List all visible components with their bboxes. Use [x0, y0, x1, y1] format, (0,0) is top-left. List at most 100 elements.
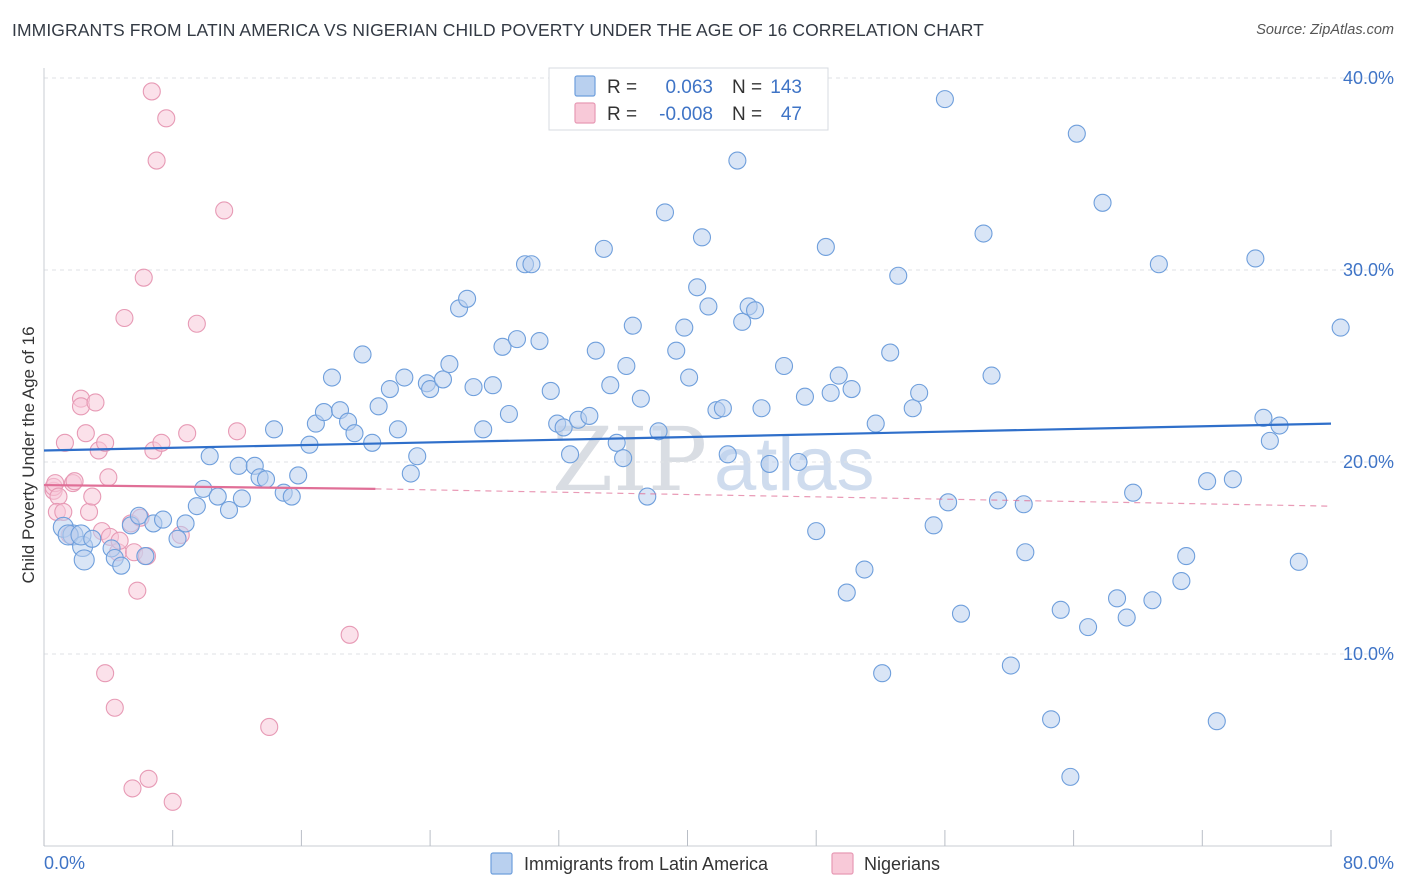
- latin-america-point-12: [136, 547, 155, 566]
- legend-r-value-2: -0.008: [659, 104, 713, 125]
- latin-america-point-66: [580, 406, 599, 425]
- latin-america-point-70: [607, 433, 626, 452]
- latin-america-point-140: [1331, 318, 1350, 337]
- latin-america-point-27: [265, 420, 284, 439]
- correlation-legend: R = 0.063 N = 143 R = -0.008 N = 47: [548, 67, 829, 131]
- nigerians-point-27: [123, 779, 142, 798]
- nigerians-point-33: [139, 769, 158, 788]
- latin-america-point-49: [440, 355, 459, 374]
- latin-america-point-69: [601, 376, 620, 395]
- latin-america-point-43: [395, 368, 414, 387]
- latin-america-point-107: [903, 399, 922, 418]
- latin-america-point-134: [1223, 470, 1242, 489]
- latin-america-point-17: [187, 497, 206, 516]
- nigerians-trend-line-dashed: [375, 488, 1332, 507]
- latin-america-point-22: [229, 456, 248, 475]
- latin-america-point-121: [1061, 767, 1080, 786]
- y-tick-labels: 10.0% 20.0% 30.0% 40.0%: [1343, 68, 1394, 664]
- latin-america-point-83: [699, 297, 718, 316]
- x-ticks: [43, 830, 1332, 846]
- nigerians-point-13: [79, 502, 99, 521]
- legend-n-label-1: N =: [732, 77, 762, 98]
- latin-america-point-16: [176, 514, 195, 533]
- y-axis-label: Child Poverty Under the Age of 16: [19, 326, 38, 583]
- latin-america-point-77: [655, 203, 675, 222]
- latin-america-point-47: [421, 379, 440, 399]
- y-tick-label-30: 30.0%: [1343, 260, 1394, 280]
- nigerians-point-29: [128, 581, 147, 600]
- nigerians-point-36: [147, 151, 166, 170]
- latin-america-point-139: [1289, 552, 1308, 571]
- latin-america-point-57: [507, 330, 527, 349]
- nigerians-point-34: [142, 82, 161, 101]
- latin-america-point-108: [910, 383, 929, 402]
- latin-america-point-92: [760, 454, 779, 473]
- chart-source: Source: ZipAtlas.com: [1256, 22, 1394, 38]
- chart-title: IMMIGRANTS FROM LATIN AMERICA VS NIGERIA…: [12, 20, 984, 40]
- latin-america-point-15: [168, 529, 187, 548]
- latin-america-point-56: [499, 404, 518, 424]
- nigerians-point-22: [105, 698, 124, 717]
- latin-america-point-55: [493, 337, 512, 356]
- latin-america-point-136: [1254, 408, 1273, 427]
- latin-america-point-96: [807, 522, 826, 541]
- latin-america-point-54: [483, 376, 502, 395]
- latin-america-point-104: [873, 664, 892, 683]
- latin-america-point-78: [667, 341, 686, 360]
- latin-america-point-59: [522, 255, 541, 274]
- latin-america-point-9: [112, 556, 131, 575]
- latin-america-point-100: [837, 583, 856, 602]
- latin-america-point-111: [939, 493, 958, 512]
- latin-america-point-103: [866, 414, 885, 433]
- latin-america-point-130: [1172, 571, 1191, 591]
- latin-america-point-132: [1198, 472, 1217, 491]
- latin-america-point-5: [73, 549, 95, 571]
- latin-america-point-73: [623, 316, 642, 335]
- latin-america-point-37: [345, 424, 364, 443]
- latin-america-point-74: [631, 389, 650, 408]
- latin-america-point-42: [388, 420, 407, 439]
- latin-america-point-109: [924, 516, 943, 535]
- latin-america-point-126: [1117, 608, 1136, 627]
- latin-america-point-102: [855, 560, 874, 579]
- latin-america-point-60: [530, 331, 549, 351]
- latin-america-point-87: [728, 151, 747, 170]
- latin-america-point-21: [219, 500, 239, 520]
- series-legend-label-latin-america: Immigrants from Latin America: [524, 854, 769, 874]
- nigerians-point-38: [157, 109, 176, 128]
- latin-america-point-19: [200, 447, 219, 466]
- nigerians-point-14: [83, 487, 102, 506]
- nigerians-point-31: [134, 268, 153, 287]
- latin-america-point-128: [1143, 591, 1162, 610]
- latin-america-point-94: [789, 452, 808, 472]
- latin-america-point-51: [458, 289, 477, 308]
- latin-america-point-112: [951, 604, 971, 623]
- x-tick-label-max: 80.0%: [1343, 853, 1394, 873]
- latin-america-point-30: [289, 466, 308, 485]
- latin-america-point-122: [1067, 124, 1086, 143]
- series-legend: Immigrants from Latin America Nigerians: [490, 852, 940, 875]
- latin-america-point-118: [1016, 543, 1035, 562]
- legend-n-value-1: 143: [770, 77, 802, 98]
- nigerians-point-25: [115, 308, 134, 328]
- latin-america-trend-line: [43, 422, 1332, 452]
- latin-america-point-61: [541, 381, 560, 401]
- nigerians-point-43: [215, 201, 234, 220]
- latin-america-point-85: [713, 399, 732, 418]
- latin-america-point-86: [718, 445, 737, 464]
- latin-america-point-18: [194, 479, 213, 498]
- latin-america-point-79: [675, 318, 694, 337]
- nigerians-point-15: [86, 393, 105, 412]
- latin-america-point-48: [433, 370, 453, 389]
- legend-r-value-1: 0.063: [665, 77, 713, 98]
- latin-america-point-40: [369, 397, 388, 416]
- nigerians-point-44: [228, 422, 247, 441]
- nigerians-point-45: [260, 717, 279, 737]
- trend-lines: [43, 422, 1332, 507]
- latin-america-point-88: [733, 312, 752, 331]
- latin-america-point-63: [554, 418, 573, 437]
- latin-america-point-41: [380, 379, 399, 399]
- latin-america-point-123: [1079, 618, 1098, 637]
- series-legend-label-nigerians: Nigerians: [864, 854, 940, 874]
- latin-america-point-72: [617, 356, 636, 376]
